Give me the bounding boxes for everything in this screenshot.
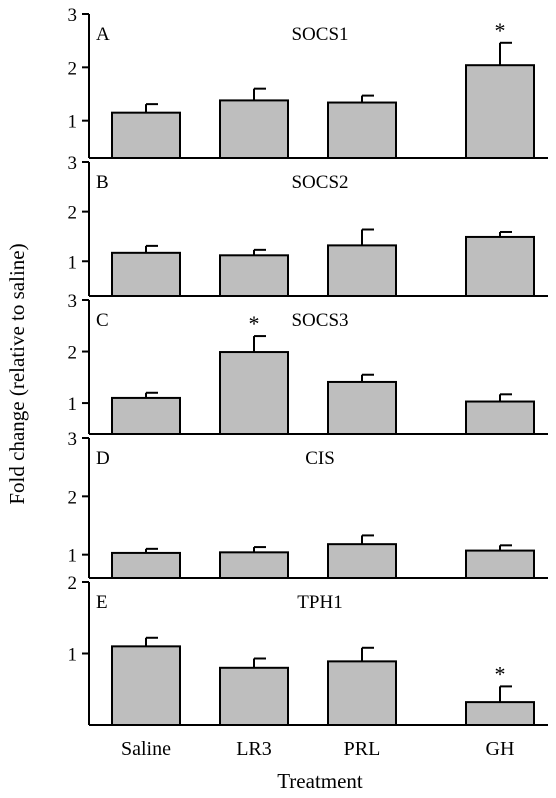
y-axis-label: Fold change (relative to saline) <box>5 243 29 504</box>
bar-gh <box>465 235 535 297</box>
panel-letter: B <box>96 172 109 193</box>
y-tick-label: 3 <box>68 5 78 26</box>
bar-saline <box>111 111 181 159</box>
panel-title: SOCS1 <box>291 24 348 45</box>
bar-lr3 <box>219 254 289 298</box>
bar-lr3 <box>219 351 289 435</box>
x-tick-labels: Saline LR3 PRL GH <box>121 738 514 760</box>
bar-lr3 <box>219 551 289 579</box>
y-tick-label: 3 <box>68 291 78 312</box>
significance-marker: * <box>249 311 260 336</box>
x-axis-label: Treatment <box>277 769 363 793</box>
bar-saline <box>111 396 181 435</box>
bar-saline <box>111 251 181 297</box>
panel-title: SOCS2 <box>291 172 348 193</box>
panel-c: 1 2 3C SOCS3 * <box>68 291 548 436</box>
significance-marker: * <box>495 661 506 686</box>
panel-letter: E <box>96 592 108 613</box>
x-tick-label: LR3 <box>236 738 272 760</box>
y-tick-label: 2 <box>68 487 78 508</box>
panel-title: SOCS3 <box>291 310 348 331</box>
y-tick-label: 2 <box>68 203 78 224</box>
panel-title: TPH1 <box>297 592 342 613</box>
panel-b: 1 2 3B SOCS2 <box>68 153 548 298</box>
bar-gh <box>465 400 535 435</box>
y-tick-label: 2 <box>68 573 78 594</box>
bar-gh <box>465 549 535 579</box>
bar-prl <box>327 101 397 159</box>
bar-gh <box>465 64 535 159</box>
y-tick-label: 2 <box>68 58 78 79</box>
bar-lr3 <box>219 666 289 726</box>
panel-letter: C <box>96 310 109 331</box>
panel-d: 1 2 3D CIS <box>68 429 548 580</box>
bar-prl <box>327 380 397 436</box>
bar-prl <box>327 660 397 726</box>
x-tick-label: PRL <box>344 738 381 760</box>
panel-e: 1 2E TPH1 * <box>68 573 548 726</box>
panel-title: CIS <box>305 448 335 469</box>
bar-lr3 <box>219 99 289 159</box>
y-tick-label: 1 <box>68 252 78 273</box>
y-tick-label: 1 <box>68 645 78 666</box>
x-tick-label: Saline <box>121 738 171 760</box>
y-tick-label: 1 <box>68 546 78 567</box>
y-tick-label: 1 <box>68 394 78 415</box>
x-tick-label: GH <box>486 738 515 760</box>
bar-gh <box>465 701 535 726</box>
significance-marker: * <box>495 18 506 43</box>
y-tick-label: 3 <box>68 429 78 450</box>
bar-saline <box>111 645 181 726</box>
panel-letter: A <box>96 24 110 45</box>
y-tick-label: 2 <box>68 343 78 364</box>
y-tick-label: 1 <box>68 112 78 133</box>
bar-prl <box>327 543 397 580</box>
bar-saline <box>111 551 181 580</box>
bar-prl <box>327 244 397 297</box>
panel-letter: D <box>96 448 110 469</box>
y-tick-label: 3 <box>68 153 78 174</box>
panel-a: 1 2 3A SOCS1 * <box>68 5 548 159</box>
